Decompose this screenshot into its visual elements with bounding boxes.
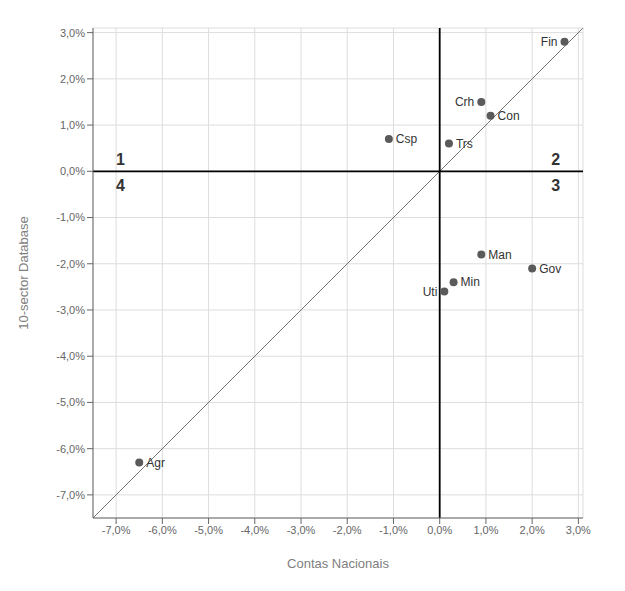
svg-text:Uti: Uti [423,285,438,299]
svg-text:2,0%: 2,0% [520,524,545,536]
svg-text:-1,0%: -1,0% [56,211,85,223]
svg-text:Fin: Fin [541,35,558,49]
svg-text:-5,0%: -5,0% [56,396,85,408]
svg-text:3: 3 [551,177,560,194]
svg-text:10-sector Database: 10-sector Database [16,216,31,329]
svg-text:-1,0%: -1,0% [379,524,408,536]
svg-text:-6,0%: -6,0% [148,524,177,536]
svg-text:-3,0%: -3,0% [287,524,316,536]
svg-text:-7,0%: -7,0% [102,524,131,536]
svg-text:2: 2 [551,151,560,168]
svg-text:Con: Con [498,109,520,123]
svg-text:3,0%: 3,0% [60,27,85,39]
svg-text:Agr: Agr [146,456,165,470]
svg-text:4: 4 [116,177,125,194]
svg-text:Man: Man [488,248,511,262]
svg-text:-6,0%: -6,0% [56,443,85,455]
svg-text:Gov: Gov [539,262,561,276]
svg-text:2,0%: 2,0% [60,73,85,85]
svg-text:-2,0%: -2,0% [56,258,85,270]
svg-text:-3,0%: -3,0% [56,304,85,316]
svg-text:Contas Nacionais: Contas Nacionais [287,556,389,571]
svg-text:-4,0%: -4,0% [56,350,85,362]
svg-text:1,0%: 1,0% [60,119,85,131]
svg-text:Trs: Trs [456,137,473,151]
svg-text:3,0%: 3,0% [566,524,591,536]
svg-text:Min: Min [461,275,480,289]
svg-text:Csp: Csp [396,132,418,146]
svg-text:Crh: Crh [455,95,474,109]
svg-text:0,0%: 0,0% [427,524,452,536]
svg-text:1,0%: 1,0% [473,524,498,536]
svg-text:-5,0%: -5,0% [194,524,223,536]
svg-text:1: 1 [116,151,125,168]
svg-text:-2,0%: -2,0% [333,524,362,536]
svg-text:0,0%: 0,0% [60,165,85,177]
svg-text:-7,0%: -7,0% [56,489,85,501]
svg-text:-4,0%: -4,0% [240,524,269,536]
